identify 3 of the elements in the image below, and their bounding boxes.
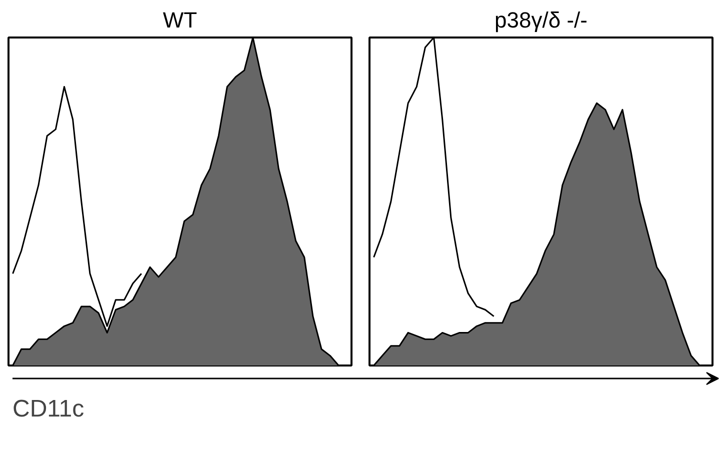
chart-title: p38γ/δ -/- <box>494 8 588 32</box>
x-axis-title: CD11c <box>12 396 84 422</box>
chart-title: WT <box>162 8 198 32</box>
